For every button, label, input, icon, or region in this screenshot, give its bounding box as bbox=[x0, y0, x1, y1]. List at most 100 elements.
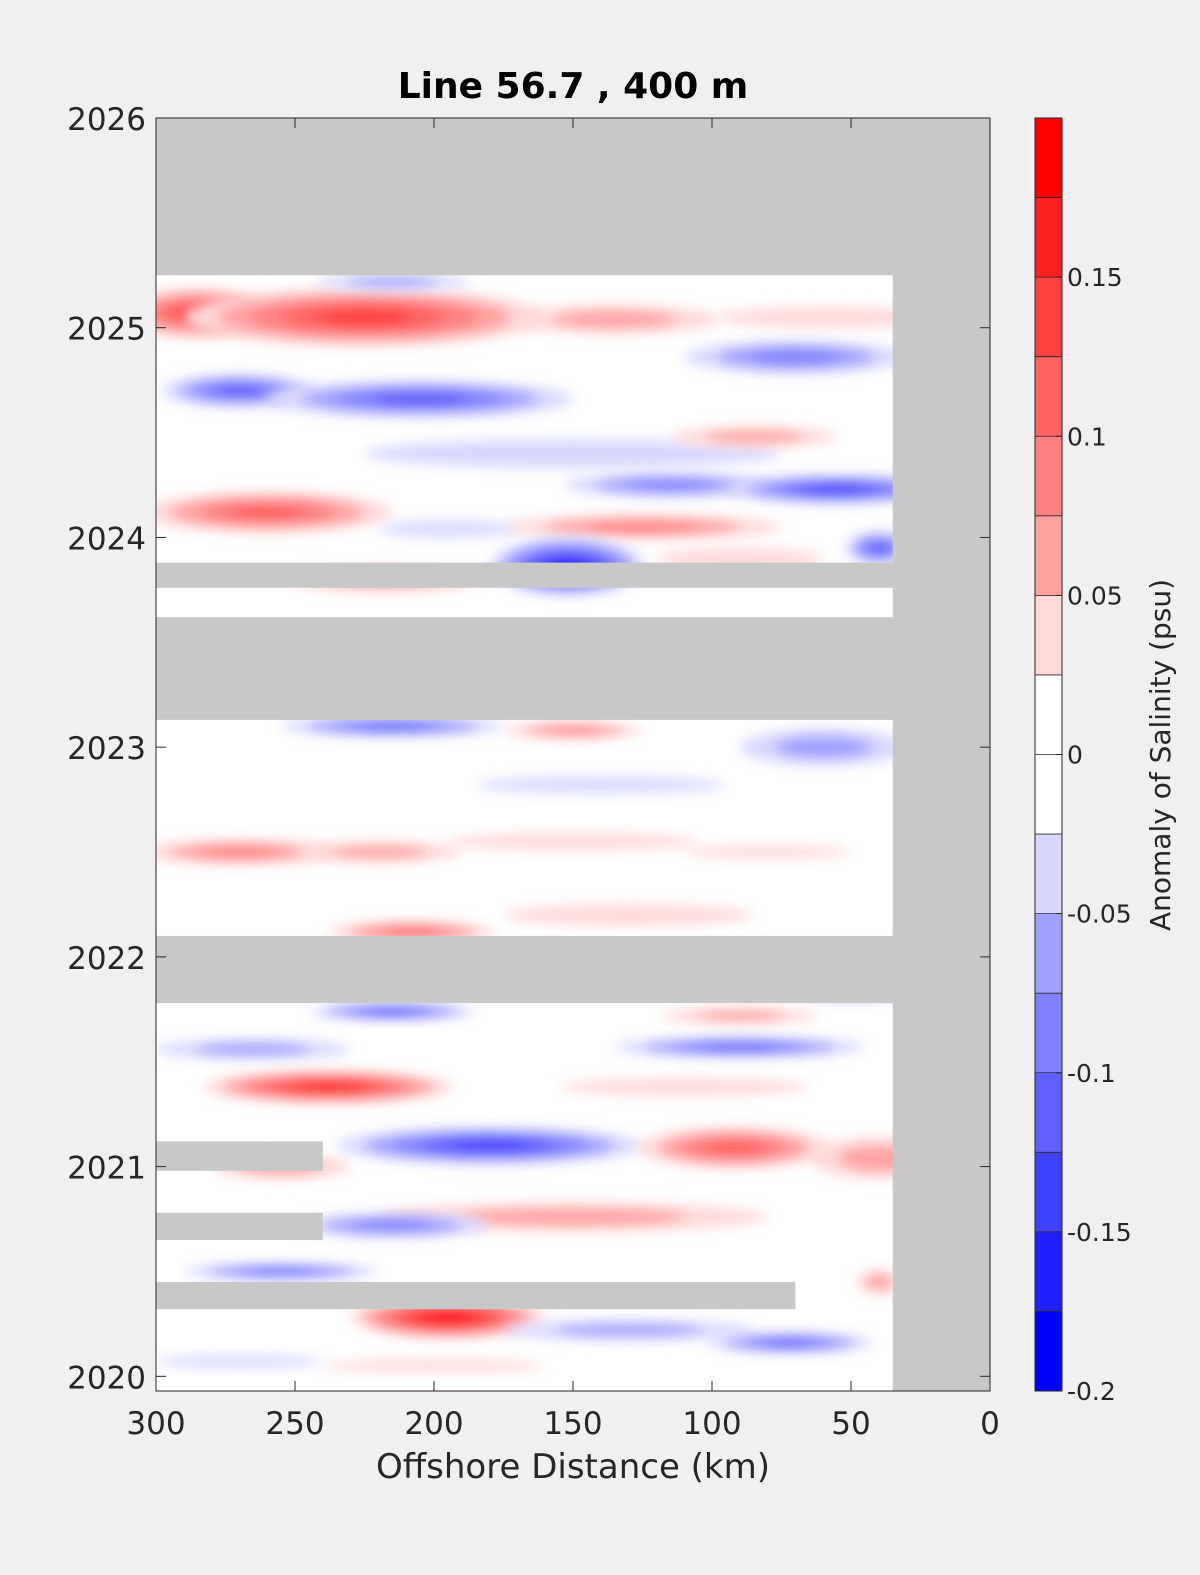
colorbar-swatch bbox=[1035, 118, 1062, 198]
anomaly-contour-level bbox=[694, 1011, 785, 1021]
anomaly-contour-level bbox=[371, 393, 468, 405]
anomaly-feature bbox=[476, 777, 726, 794]
anomaly-contour-level bbox=[227, 506, 307, 519]
anomaly-contour-level bbox=[330, 846, 427, 858]
y-tick-label: 2025 bbox=[67, 312, 146, 348]
y-tick-label: 2023 bbox=[67, 731, 146, 767]
anomaly-contour-level bbox=[868, 543, 889, 554]
colorbar-swatch bbox=[1035, 357, 1062, 437]
anomaly-contour-level bbox=[808, 485, 866, 493]
anomaly-contour-level bbox=[559, 1079, 809, 1096]
anomaly-feature bbox=[504, 514, 782, 539]
anomaly-contour-level bbox=[352, 1220, 432, 1230]
colorbar-tick-label: 0.05 bbox=[1067, 581, 1123, 610]
anomaly-contour-level bbox=[318, 310, 412, 325]
anomaly-feature bbox=[309, 1003, 476, 1020]
x-tick-label: 50 bbox=[831, 1406, 870, 1442]
anomaly-contour-level bbox=[323, 1360, 545, 1373]
anomaly-feature bbox=[378, 521, 517, 538]
anomaly-feature bbox=[670, 426, 837, 447]
anomaly-contour-level bbox=[585, 522, 699, 532]
colorbar: -0.2 -0.15 -0.1 -0.05 0 0.05 0.1 0.15 bbox=[1035, 118, 1132, 1406]
colorbar-label: Anomaly of Salinity (psu) bbox=[1144, 579, 1177, 931]
anomaly-contour-level bbox=[448, 833, 698, 850]
y-tick-label: 2024 bbox=[67, 521, 146, 557]
colorbar-tick-label: -0.15 bbox=[1067, 1218, 1132, 1247]
anomaly-contour-level bbox=[385, 928, 438, 935]
anomaly-contour-level bbox=[301, 1083, 356, 1090]
anomaly-feature bbox=[684, 846, 851, 859]
plot-area bbox=[120, 118, 990, 1391]
anomaly-contour-level bbox=[866, 1275, 892, 1290]
colorbar-swatch bbox=[1035, 1073, 1062, 1153]
anomaly-contour-level bbox=[357, 723, 428, 730]
colorbar-swatch bbox=[1035, 834, 1062, 914]
chart-title: Line 56.7 , 400 m bbox=[398, 66, 749, 107]
anomaly-feature bbox=[295, 1213, 490, 1238]
anomaly-contour-level bbox=[459, 1208, 686, 1225]
colorbar-tick-label: -0.1 bbox=[1067, 1059, 1116, 1088]
anomaly-contour-level bbox=[700, 1044, 780, 1051]
anomaly-feature bbox=[337, 1127, 643, 1165]
anomaly-contour-level bbox=[544, 727, 601, 734]
colorbar-tick-label: -0.05 bbox=[1067, 900, 1132, 929]
colorbar-swatch bbox=[1035, 198, 1062, 278]
anomaly-feature bbox=[314, 273, 470, 290]
no-data-region bbox=[156, 1213, 323, 1240]
colorbar-swatch bbox=[1035, 595, 1062, 675]
colorbar-tick-label: -0.2 bbox=[1067, 1377, 1116, 1406]
no-data-region bbox=[156, 617, 990, 720]
colorbar-swatch bbox=[1035, 436, 1062, 516]
colorbar-swatch bbox=[1035, 993, 1062, 1073]
anomaly-feature bbox=[740, 728, 907, 766]
anomaly-feature bbox=[448, 833, 698, 850]
anomaly-contour-level bbox=[197, 1043, 311, 1055]
anomaly-feature bbox=[559, 1079, 809, 1096]
colorbar-tick-label: 0.1 bbox=[1067, 422, 1107, 451]
anomaly-feature bbox=[684, 340, 906, 374]
anomaly-feature bbox=[504, 722, 643, 739]
anomaly-contour-level bbox=[703, 1141, 765, 1154]
anomaly-contour-level bbox=[476, 777, 726, 794]
anomaly-feature bbox=[503, 1320, 753, 1341]
no-data-region bbox=[156, 563, 990, 588]
colorbar-swatch bbox=[1035, 1311, 1062, 1391]
anomaly-feature bbox=[503, 904, 753, 925]
colorbar-tick-label: 0.15 bbox=[1067, 263, 1123, 292]
anomaly-feature bbox=[267, 380, 573, 418]
y-tick-label: 2021 bbox=[67, 1151, 146, 1187]
anomaly-contour-level bbox=[763, 1339, 816, 1346]
anomaly-feature bbox=[142, 491, 392, 533]
colorbar-swatch bbox=[1035, 516, 1062, 596]
anomaly-contour-level bbox=[199, 847, 279, 857]
colorbar-swatch bbox=[1035, 1232, 1062, 1312]
x-axis-label: Offshore Distance (km) bbox=[376, 1447, 770, 1487]
no-data-region bbox=[156, 118, 990, 275]
anomaly-contour-level bbox=[684, 846, 851, 859]
anomaly-contour-level bbox=[429, 1314, 466, 1322]
colorbar-swatch bbox=[1035, 277, 1062, 357]
no-data-region bbox=[156, 1141, 323, 1170]
anomaly-contour-level bbox=[503, 904, 753, 925]
colorbar-swatch bbox=[1035, 1152, 1062, 1232]
anomaly-contour-level bbox=[347, 277, 438, 287]
no-data-region bbox=[893, 118, 990, 1391]
anomaly-contour-level bbox=[215, 385, 265, 396]
no-data-region bbox=[156, 936, 990, 1003]
colorbar-swatch bbox=[1035, 914, 1062, 994]
anomaly-contour-level bbox=[156, 1355, 323, 1368]
anomaly-feature bbox=[323, 1360, 545, 1373]
anomaly-contour-level bbox=[705, 431, 802, 443]
anomaly-feature bbox=[509, 305, 720, 334]
anomaly-contour-level bbox=[775, 736, 872, 758]
anomaly-feature bbox=[295, 842, 462, 863]
anomaly-contour-level bbox=[627, 480, 714, 490]
anomaly-contour-level bbox=[450, 1141, 529, 1151]
x-tick-label: 150 bbox=[543, 1406, 602, 1442]
anomaly-feature bbox=[615, 1037, 865, 1058]
anomaly-feature bbox=[184, 1263, 379, 1280]
anomaly-feature bbox=[203, 1070, 453, 1104]
anomaly-feature bbox=[156, 1039, 351, 1060]
anomaly-feature bbox=[637, 1127, 832, 1169]
